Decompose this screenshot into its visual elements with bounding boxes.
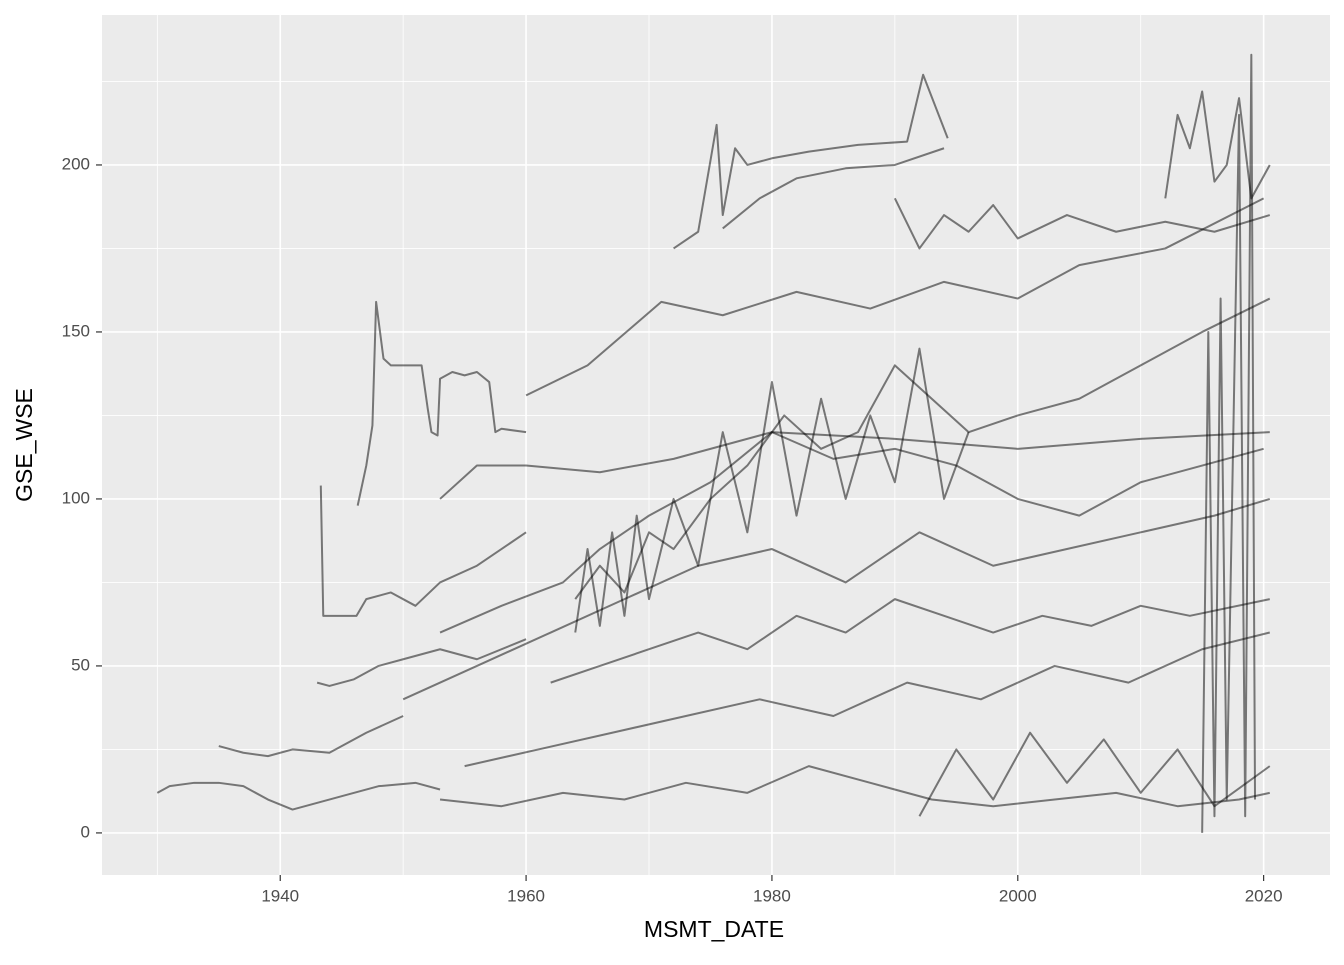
series-line: [156, 781, 441, 811]
y-tick-label: 150: [62, 321, 90, 340]
series-line: [356, 300, 527, 506]
x-tick-label: 1940: [261, 886, 299, 905]
panel: [102, 15, 1330, 875]
y-tick-label: 50: [71, 655, 90, 674]
y-tick-label: 200: [62, 154, 90, 173]
series-line: [402, 497, 1271, 701]
x-tick-label: 1960: [507, 886, 545, 905]
y-axis-title: GSE_WSE: [11, 388, 37, 502]
series-line: [574, 347, 970, 633]
series-line: [218, 715, 404, 758]
series-line: [550, 598, 1270, 684]
x-tick-label: 2020: [1245, 886, 1283, 905]
x-tick-label: 1980: [753, 886, 791, 905]
series-line: [893, 197, 1271, 250]
series-line: [319, 485, 527, 617]
series-line: [525, 197, 1265, 397]
y-tick-label: 100: [62, 488, 90, 507]
series-line: [918, 731, 1271, 817]
series-line: [1164, 90, 1271, 200]
x-axis-title: MSMT_DATE: [644, 916, 784, 942]
series-line: [574, 297, 1271, 600]
series-line: [673, 73, 949, 250]
x-tick-label: 2000: [999, 886, 1037, 905]
series-line: [439, 431, 1270, 500]
series-line: [316, 638, 527, 687]
y-tick-label: 0: [81, 822, 90, 841]
series-line: [464, 631, 1271, 768]
series-line: [439, 431, 1264, 634]
series-line: [1201, 53, 1257, 833]
series-line: [439, 765, 1270, 808]
series-line: [722, 147, 945, 230]
